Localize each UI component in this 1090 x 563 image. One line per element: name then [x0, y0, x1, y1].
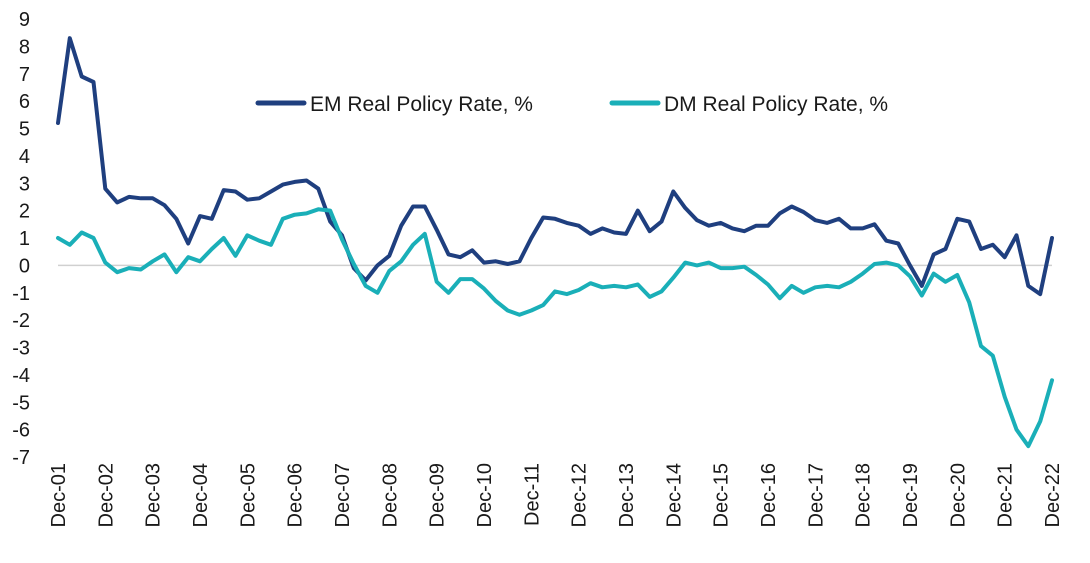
y-tick-label: -5 [12, 392, 30, 414]
x-tick-label: Dec-04 [190, 463, 212, 527]
x-tick-label: Dec-02 [95, 463, 117, 527]
x-tick-label: Dec-17 [805, 463, 827, 527]
x-tick-label: Dec-20 [947, 463, 969, 527]
x-tick-label: Dec-08 [379, 463, 401, 527]
x-tick-label: Dec-03 [143, 463, 165, 527]
legend: EM Real Policy Rate, % DM Real Policy Ra… [255, 93, 888, 116]
y-tick-label: -2 [12, 310, 30, 332]
x-tick-label: Dec-21 [995, 463, 1017, 527]
y-tick-label: 4 [19, 146, 30, 168]
x-tick-label: Dec-07 [332, 463, 354, 527]
y-tick-label: 9 [19, 9, 30, 31]
y-tick-label: 5 [19, 119, 30, 141]
y-tick-label: 8 [19, 36, 30, 58]
x-tick-label: Dec-11 [521, 463, 543, 526]
x-tick-label: Dec-19 [900, 463, 922, 527]
y-tick-label: -3 [12, 338, 30, 360]
y-tick-label: 1 [19, 228, 30, 250]
x-axis-ticks: Dec-01 Dec-02 Dec-03 Dec-04 Dec-05 Dec-06 Dec-… [48, 463, 1064, 527]
y-tick-label: 7 [19, 64, 30, 86]
x-tick-label: Dec-18 [853, 463, 875, 527]
y-tick-label: -6 [12, 420, 30, 442]
y-tick-label: 2 [19, 201, 30, 223]
legend-label-em: EM Real Policy Rate, % [310, 93, 533, 116]
x-tick-label: Dec-05 [237, 463, 259, 527]
series-lines [56, 36, 1054, 449]
series-line-em [56, 36, 1054, 297]
y-tick-label: 0 [19, 255, 30, 277]
x-tick-label: Dec-15 [711, 463, 733, 527]
legend-label-dm: DM Real Policy Rate, % [664, 93, 888, 116]
x-tick-label: Dec-22 [1042, 463, 1064, 527]
y-tick-label: 3 [19, 173, 30, 195]
x-tick-label: Dec-06 [285, 463, 307, 527]
y-axis-ticks: 9 8 7 6 5 4 3 2 1 0 -1 -2 -3 -4 -5 -6 -7 [12, 9, 30, 469]
x-tick-label: Dec-16 [758, 463, 780, 527]
y-tick-label: 6 [19, 91, 30, 113]
x-tick-label: Dec-10 [474, 463, 496, 527]
x-tick-label: Dec-01 [48, 463, 70, 527]
x-tick-label: Dec-09 [427, 463, 449, 527]
y-tick-label: -7 [12, 447, 30, 469]
series-line-dm [56, 207, 1054, 449]
x-tick-label: Dec-13 [616, 463, 638, 527]
y-tick-label: -4 [12, 365, 30, 387]
x-tick-label: Dec-12 [569, 463, 591, 527]
x-tick-label: Dec-14 [663, 463, 685, 527]
y-tick-label: -1 [12, 283, 30, 305]
